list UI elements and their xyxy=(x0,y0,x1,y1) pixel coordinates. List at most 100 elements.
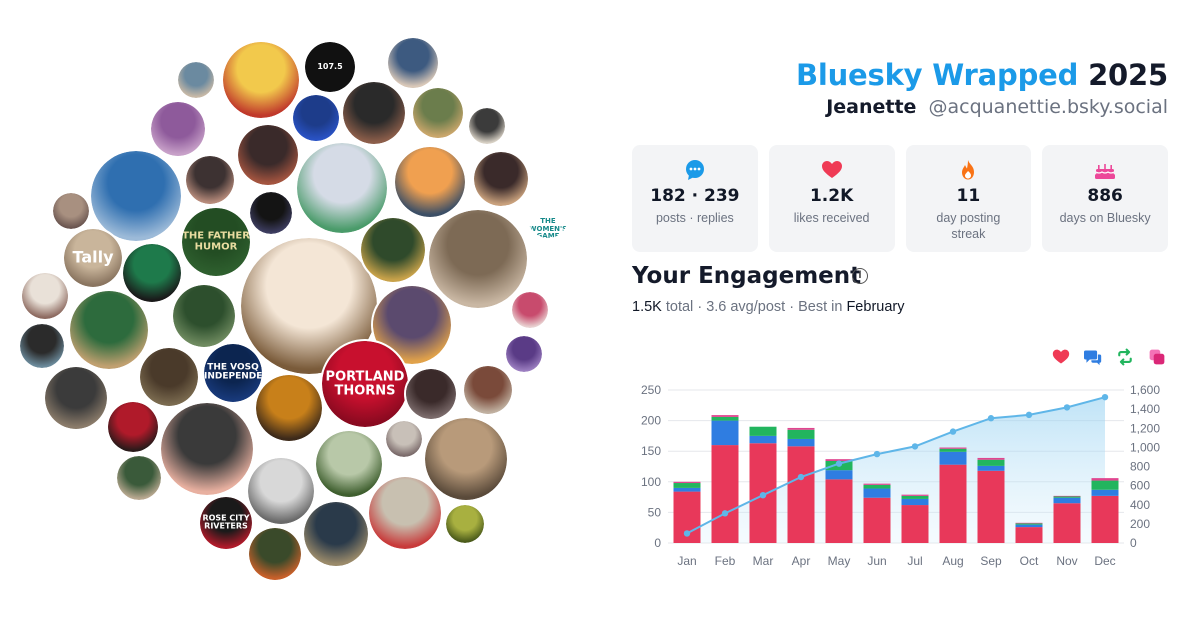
user-handle: @acquanettie.bsky.social xyxy=(928,96,1168,118)
cumulative-point xyxy=(683,530,691,537)
y-right-tick-label: 600 xyxy=(1130,479,1150,493)
avatar[interactable] xyxy=(359,216,427,284)
avatar[interactable] xyxy=(341,80,407,146)
avatar[interactable] xyxy=(159,401,255,497)
x-tick-label: Oct xyxy=(1020,554,1039,568)
avatar[interactable] xyxy=(386,36,440,90)
avatar[interactable] xyxy=(295,141,389,235)
y-right-tick-label: 1,000 xyxy=(1130,440,1160,454)
avatar[interactable] xyxy=(184,154,236,206)
avatar[interactable] xyxy=(510,290,550,330)
bar-segment xyxy=(1091,489,1119,496)
avatar[interactable] xyxy=(404,367,458,421)
avatar[interactable] xyxy=(472,150,530,208)
avatar[interactable] xyxy=(51,191,91,231)
vosq-text: THE VOSQ INDEPENDENT xyxy=(204,362,263,382)
womens-game-avatar[interactable]: THE WOMEN'S GAME xyxy=(526,196,570,240)
x-tick-label: Jan xyxy=(677,554,696,568)
avatar[interactable] xyxy=(302,500,370,568)
bar-segment xyxy=(901,495,929,499)
avatar[interactable] xyxy=(247,526,303,582)
avatar[interactable] xyxy=(384,419,424,459)
cumulative-point xyxy=(721,510,729,517)
avatar[interactable] xyxy=(121,242,183,304)
avatar[interactable] xyxy=(423,416,509,502)
x-tick-label: Feb xyxy=(715,554,736,568)
avatar[interactable] xyxy=(18,322,66,370)
avatar[interactable] xyxy=(248,190,294,236)
avatar[interactable] xyxy=(504,334,544,374)
chat-bubble-icon xyxy=(685,160,704,180)
vosq-avatar[interactable]: THE VOSQ INDEPENDENT xyxy=(202,342,264,404)
page-title: Bluesky Wrapped 2025 xyxy=(796,58,1168,92)
avatar[interactable] xyxy=(467,318,499,350)
father-humor-avatar[interactable]: THE FATHER HUMOR xyxy=(180,206,252,278)
avatar[interactable] xyxy=(314,429,384,499)
y-right-tick-label: 200 xyxy=(1130,517,1150,531)
heart-icon[interactable] xyxy=(1052,348,1070,366)
x-tick-label: Aug xyxy=(942,554,963,568)
quote-icon[interactable] xyxy=(1148,348,1166,366)
bar-segment xyxy=(863,484,891,489)
x-tick-label: Jun xyxy=(867,554,886,568)
tally-avatar[interactable]: Tally xyxy=(62,227,124,289)
stat-value: 886 xyxy=(1087,186,1123,206)
bar-segment xyxy=(863,483,891,485)
avatar[interactable] xyxy=(115,454,163,502)
y-right-tick-label: 800 xyxy=(1130,460,1150,474)
cumulative-point xyxy=(835,460,843,467)
avatar[interactable] xyxy=(106,400,160,454)
stat-label: likes received xyxy=(793,211,870,225)
badge-1075-avatar[interactable]: 107.5 xyxy=(303,40,357,94)
avatar[interactable] xyxy=(411,86,465,140)
avatar[interactable] xyxy=(254,373,324,443)
stat-posts-card: 182 · 239 posts · replies xyxy=(632,145,758,252)
bar-segment xyxy=(787,427,815,430)
y-right-tick-label: 1,400 xyxy=(1130,402,1160,416)
avatar[interactable] xyxy=(149,100,207,158)
flame-icon xyxy=(962,160,975,180)
avatar[interactable] xyxy=(367,475,443,551)
avatar[interactable] xyxy=(20,271,70,321)
avatar[interactable] xyxy=(291,93,341,143)
avatar[interactable] xyxy=(171,283,237,349)
best-month-prefix: Best in xyxy=(798,299,843,315)
x-tick-label: Nov xyxy=(1056,554,1077,568)
stat-label: day posting streak xyxy=(936,211,1001,241)
cumulative-point xyxy=(873,450,881,458)
brand-title: Bluesky Wrapped xyxy=(795,58,1079,92)
bar-segment xyxy=(711,416,739,421)
reply-icon[interactable] xyxy=(1084,348,1102,366)
bar-segment xyxy=(825,479,853,543)
avatar[interactable] xyxy=(176,60,216,100)
avatar[interactable] xyxy=(467,106,507,146)
avatar[interactable] xyxy=(462,364,514,416)
repost-icon[interactable] xyxy=(1116,348,1134,366)
rose-city-riveters-avatar[interactable]: ROSE CITY RIVETERS xyxy=(198,495,254,551)
cumulative-point xyxy=(1025,411,1033,419)
cumulative-point xyxy=(759,491,767,499)
avatar[interactable] xyxy=(43,365,109,431)
bar-segment xyxy=(1053,503,1081,543)
avatar[interactable] xyxy=(68,289,150,371)
avatar[interactable] xyxy=(393,145,467,219)
bar-segment xyxy=(787,446,815,543)
avatar[interactable] xyxy=(138,346,200,408)
x-tick-label: Dec xyxy=(1094,554,1115,568)
bar-segment xyxy=(787,429,815,439)
bar-segment xyxy=(1091,495,1119,543)
bar-segment xyxy=(1053,496,1081,498)
engagement-average: 3.6 avg/post xyxy=(706,299,786,315)
avatar[interactable] xyxy=(444,503,486,545)
avatar[interactable] xyxy=(221,40,301,120)
portland-thorns-avatar[interactable]: PORTLAND THORNS xyxy=(320,339,410,429)
y-left-tick-label: 200 xyxy=(641,414,661,428)
x-tick-label: Jul xyxy=(907,554,922,568)
avatar[interactable] xyxy=(427,208,529,310)
bar-segment xyxy=(901,498,929,506)
info-icon[interactable]: i xyxy=(852,268,868,284)
avatar[interactable] xyxy=(236,123,300,187)
avatar[interactable] xyxy=(246,456,316,526)
avatar[interactable] xyxy=(89,149,183,243)
bar-segment xyxy=(825,459,853,461)
